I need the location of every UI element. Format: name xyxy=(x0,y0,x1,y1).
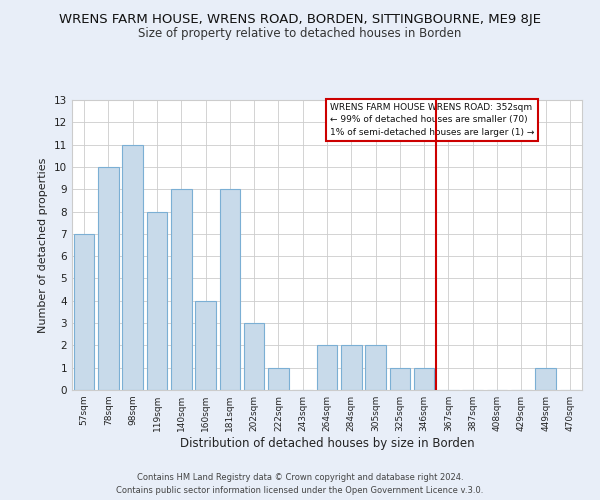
Bar xyxy=(389,368,410,390)
Text: Contains public sector information licensed under the Open Government Licence v.: Contains public sector information licen… xyxy=(116,486,484,495)
Text: Size of property relative to detached houses in Borden: Size of property relative to detached ho… xyxy=(139,28,461,40)
Bar xyxy=(220,189,240,390)
Bar xyxy=(317,346,337,390)
Y-axis label: Number of detached properties: Number of detached properties xyxy=(38,158,49,332)
Bar xyxy=(414,368,434,390)
Bar xyxy=(365,346,386,390)
Bar xyxy=(146,212,167,390)
Bar xyxy=(341,346,362,390)
Bar xyxy=(535,368,556,390)
X-axis label: Distribution of detached houses by size in Borden: Distribution of detached houses by size … xyxy=(179,437,475,450)
Text: Contains HM Land Registry data © Crown copyright and database right 2024.: Contains HM Land Registry data © Crown c… xyxy=(137,472,463,482)
Bar xyxy=(98,167,119,390)
Bar xyxy=(74,234,94,390)
Bar xyxy=(171,189,191,390)
Text: WRENS FARM HOUSE WRENS ROAD: 352sqm
← 99% of detached houses are smaller (70)
1%: WRENS FARM HOUSE WRENS ROAD: 352sqm ← 99… xyxy=(329,103,534,137)
Bar xyxy=(268,368,289,390)
Text: WRENS FARM HOUSE, WRENS ROAD, BORDEN, SITTINGBOURNE, ME9 8JE: WRENS FARM HOUSE, WRENS ROAD, BORDEN, SI… xyxy=(59,12,541,26)
Bar xyxy=(244,323,265,390)
Bar xyxy=(122,144,143,390)
Bar xyxy=(195,301,216,390)
